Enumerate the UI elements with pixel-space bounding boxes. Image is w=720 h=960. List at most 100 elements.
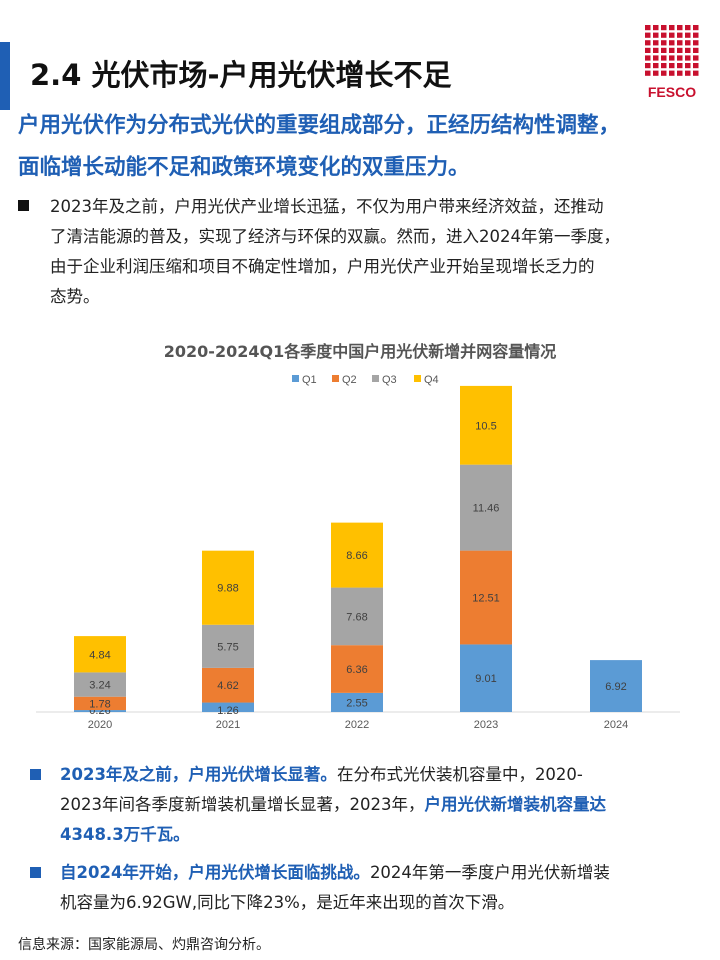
data-label: 1.26 xyxy=(217,705,238,717)
data-label: 9.01 xyxy=(475,673,496,685)
bar-2022-q1 xyxy=(331,692,383,712)
logo-dot xyxy=(645,70,651,76)
logo-dot xyxy=(693,70,699,76)
highlight-text: 4348.3万千瓦。 xyxy=(60,825,190,844)
data-label: 6.92 xyxy=(605,681,626,693)
data-label: 11.46 xyxy=(473,503,500,515)
intro-line: 2023年及之前，户用光伏产业增长迅猛，不仅为用户带来经济效益，还推动 xyxy=(50,197,604,216)
logo-dot xyxy=(669,47,675,53)
intro-line: 了清洁能源的普及，实现了经济与环保的双赢。然而，进入2024年第一季度， xyxy=(50,227,620,246)
logo-dot xyxy=(653,47,659,53)
data-label: 5.75 xyxy=(217,641,238,653)
legend-swatch-q3 xyxy=(372,375,379,382)
bar-2021-q2 xyxy=(202,667,254,703)
bar-2024-q1 xyxy=(590,660,642,712)
logo-dot xyxy=(669,55,675,61)
logo-dot xyxy=(685,47,691,53)
data-label: 1.78 xyxy=(89,698,110,710)
logo-dot xyxy=(669,32,675,38)
logo-dot xyxy=(677,32,683,38)
logo-dot xyxy=(661,47,667,53)
body-text: 在分布式光伏装机容量中，2020- xyxy=(336,765,583,784)
logo-dot xyxy=(693,47,699,53)
logo-dot xyxy=(653,25,659,31)
data-label: 3.24 xyxy=(89,680,110,692)
title-accent-bar xyxy=(0,42,10,110)
data-label: 9.88 xyxy=(217,583,238,595)
finding-line: 机容量为6.92GW,同比下降23%，是近年来出现的首次下滑。 xyxy=(60,888,708,918)
legend-label-q4: Q4 xyxy=(424,374,439,386)
bar-2022-q4 xyxy=(331,522,383,588)
logo-dot xyxy=(653,40,659,46)
data-label: 8.66 xyxy=(346,550,367,562)
bar-2021-q1 xyxy=(202,702,254,712)
logo-dot xyxy=(669,70,675,76)
bar-2022-q3 xyxy=(331,587,383,646)
bar-2021-q4 xyxy=(202,550,254,625)
logo-dot xyxy=(653,70,659,76)
logo-dot xyxy=(685,32,691,38)
bar-2020-q1 xyxy=(74,710,126,712)
legend-swatch-q4 xyxy=(414,375,421,382)
logo-dot xyxy=(669,25,675,31)
logo-dot xyxy=(661,32,667,38)
bar-2023-q3 xyxy=(460,464,512,551)
data-label: 12.51 xyxy=(472,593,500,605)
logo-dot xyxy=(677,47,683,53)
logo-dot xyxy=(653,63,659,69)
logo-dot xyxy=(677,55,683,61)
logo-dot xyxy=(653,55,659,61)
source-note: 信息来源：国家能源局、灼鼎咨询分析。 xyxy=(18,937,270,953)
bar-2023-q2 xyxy=(460,550,512,645)
bar-2020-q2 xyxy=(74,696,126,711)
bar-2022-q2 xyxy=(331,645,383,693)
data-label: 10.5 xyxy=(475,420,496,432)
logo-dot xyxy=(677,40,683,46)
subtitle-line-1: 户用光伏作为分布式光伏的重要组成部分，正经历结构性调整， xyxy=(18,113,621,138)
body-text: 2023年间各季度新增装机量增长显著，2023年， xyxy=(60,795,425,814)
x-tick-label: 2020 xyxy=(88,719,112,731)
logo-dot xyxy=(693,25,699,31)
logo-dot xyxy=(645,25,651,31)
data-label: 2.55 xyxy=(346,697,367,709)
highlight-text: 2023年及之前，户用光伏增长显著。 xyxy=(60,765,337,784)
logo-dot xyxy=(677,25,683,31)
x-tick-label: 2021 xyxy=(216,719,240,731)
finding-line: 自2024年开始，户用光伏增长面临挑战。2024年第一季度户用光伏新增装 xyxy=(60,858,708,888)
blue-square-bullet-icon xyxy=(30,867,41,878)
data-label: 4.62 xyxy=(217,680,238,692)
logo-dot xyxy=(645,55,651,61)
square-bullet-icon xyxy=(18,200,29,211)
subtitle-line-2: 面临增长动能不足和政策环境变化的双重压力。 xyxy=(18,155,470,180)
chart-canvas: Q1 Q2 Q3 Q40.261.783.244.8420201.264.625.75… xyxy=(36,374,680,731)
logo-grid-icon xyxy=(645,25,699,76)
logo-dot xyxy=(677,63,683,69)
legend-swatch-q1 xyxy=(292,375,299,382)
logo-dot xyxy=(661,70,667,76)
fesco-logo: FESCO xyxy=(644,24,700,100)
intro-line: 态势。 xyxy=(50,287,100,306)
page-title: 2.4 光伏市场-户用光伏增长不足 xyxy=(30,58,452,92)
chart-title: 2020-2024Q1各季度中国户用光伏新增并网容量情况 xyxy=(163,342,557,361)
bar-2023-q1 xyxy=(460,644,512,712)
legend-swatch-q2 xyxy=(332,375,339,382)
x-tick-label: 2022 xyxy=(345,719,369,731)
x-tick-label: 2024 xyxy=(604,719,628,731)
logo-dot xyxy=(693,32,699,38)
finding-line: 4348.3万千瓦。 xyxy=(60,820,708,850)
logo-dot xyxy=(645,63,651,69)
logo-dot xyxy=(645,47,651,53)
bar-2020-q3 xyxy=(74,672,126,697)
body-text: 2024年第一季度户用光伏新增装 xyxy=(369,863,610,882)
logo-dot xyxy=(645,40,651,46)
logo-dot xyxy=(693,63,699,69)
data-label: 4.84 xyxy=(89,649,110,661)
logo-dot xyxy=(693,40,699,46)
logo-dot xyxy=(685,55,691,61)
finding-line: 2023年间各季度新增装机量增长显著，2023年，户用光伏新增装机容量达 xyxy=(60,790,708,820)
logo-dot xyxy=(661,25,667,31)
legend-label-q3: Q3 xyxy=(382,374,397,386)
logo-dot xyxy=(685,25,691,31)
highlight-text: 自2024年开始，户用光伏增长面临挑战。 xyxy=(60,863,370,882)
bar-2021-q3 xyxy=(202,624,254,668)
